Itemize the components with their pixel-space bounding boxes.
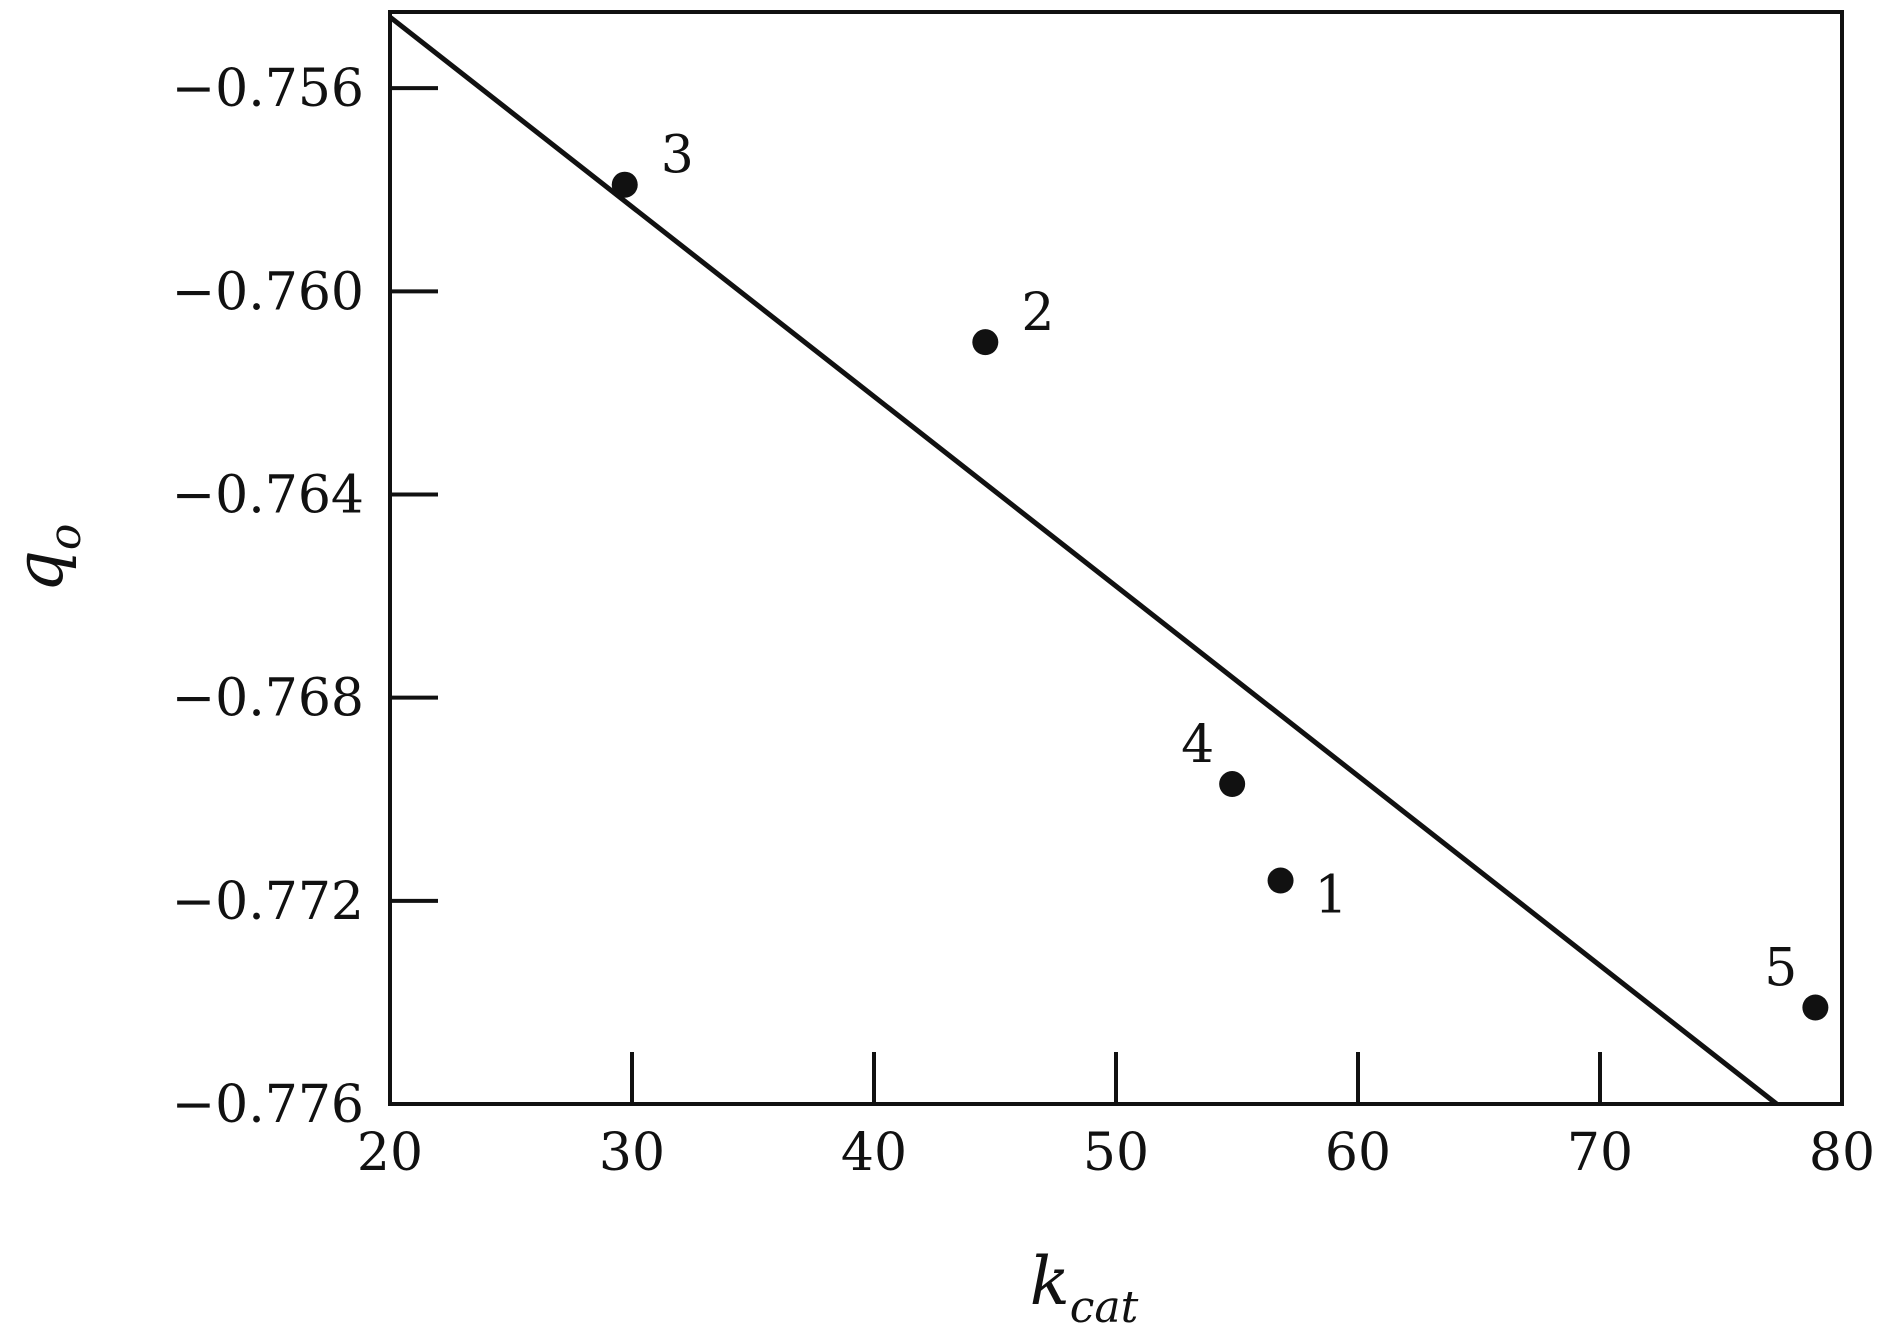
data-points: 3 2 4 1 5: [611, 126, 1829, 1021]
x-tick-label: 30: [599, 1123, 665, 1183]
y-tick-label: −0.768: [172, 669, 364, 729]
point-label-5: 5: [1764, 938, 1797, 998]
y-tick-label: −0.764: [172, 466, 364, 526]
data-point-5: [1802, 994, 1829, 1021]
x-axis-label-sub: cat: [1070, 1282, 1139, 1324]
point-label-2: 2: [1021, 283, 1054, 343]
point-label-4: 4: [1181, 715, 1214, 775]
regression-line: [388, 15, 1779, 1106]
x-tick-label: 60: [1325, 1123, 1391, 1183]
y-tick-label: −0.760: [172, 262, 364, 322]
data-point-1: [1267, 867, 1294, 894]
y-tick-label: −0.776: [172, 1075, 364, 1135]
data-point-4: [1219, 771, 1246, 798]
data-point-3: [611, 171, 638, 198]
point-label-3: 3: [661, 126, 694, 186]
y-axis-label-main: q: [1, 550, 78, 592]
y-axis-label: qo: [1, 524, 91, 593]
point-label-1: 1: [1315, 866, 1348, 926]
fit-line-group: [388, 15, 1779, 1106]
y-axis-label-sub: o: [40, 524, 91, 551]
y-axis-ticks: −0.756 −0.760 −0.764 −0.768 −0.772 −0.776: [172, 59, 438, 1135]
y-tick-label: −0.756: [172, 59, 364, 119]
x-tick-label: 20: [357, 1123, 423, 1183]
x-axis-ticks: 20 30 40 50 60 70 80: [357, 1052, 1875, 1183]
x-axis-label: kcat: [1030, 1243, 1139, 1324]
x-tick-label: 40: [841, 1123, 907, 1183]
x-axis-label-main: k: [1030, 1243, 1070, 1320]
data-point-2: [972, 329, 999, 356]
x-tick-label: 70: [1567, 1123, 1633, 1183]
y-tick-label: −0.772: [172, 872, 364, 932]
x-tick-label: 80: [1809, 1123, 1875, 1183]
x-tick-label: 50: [1083, 1123, 1149, 1183]
